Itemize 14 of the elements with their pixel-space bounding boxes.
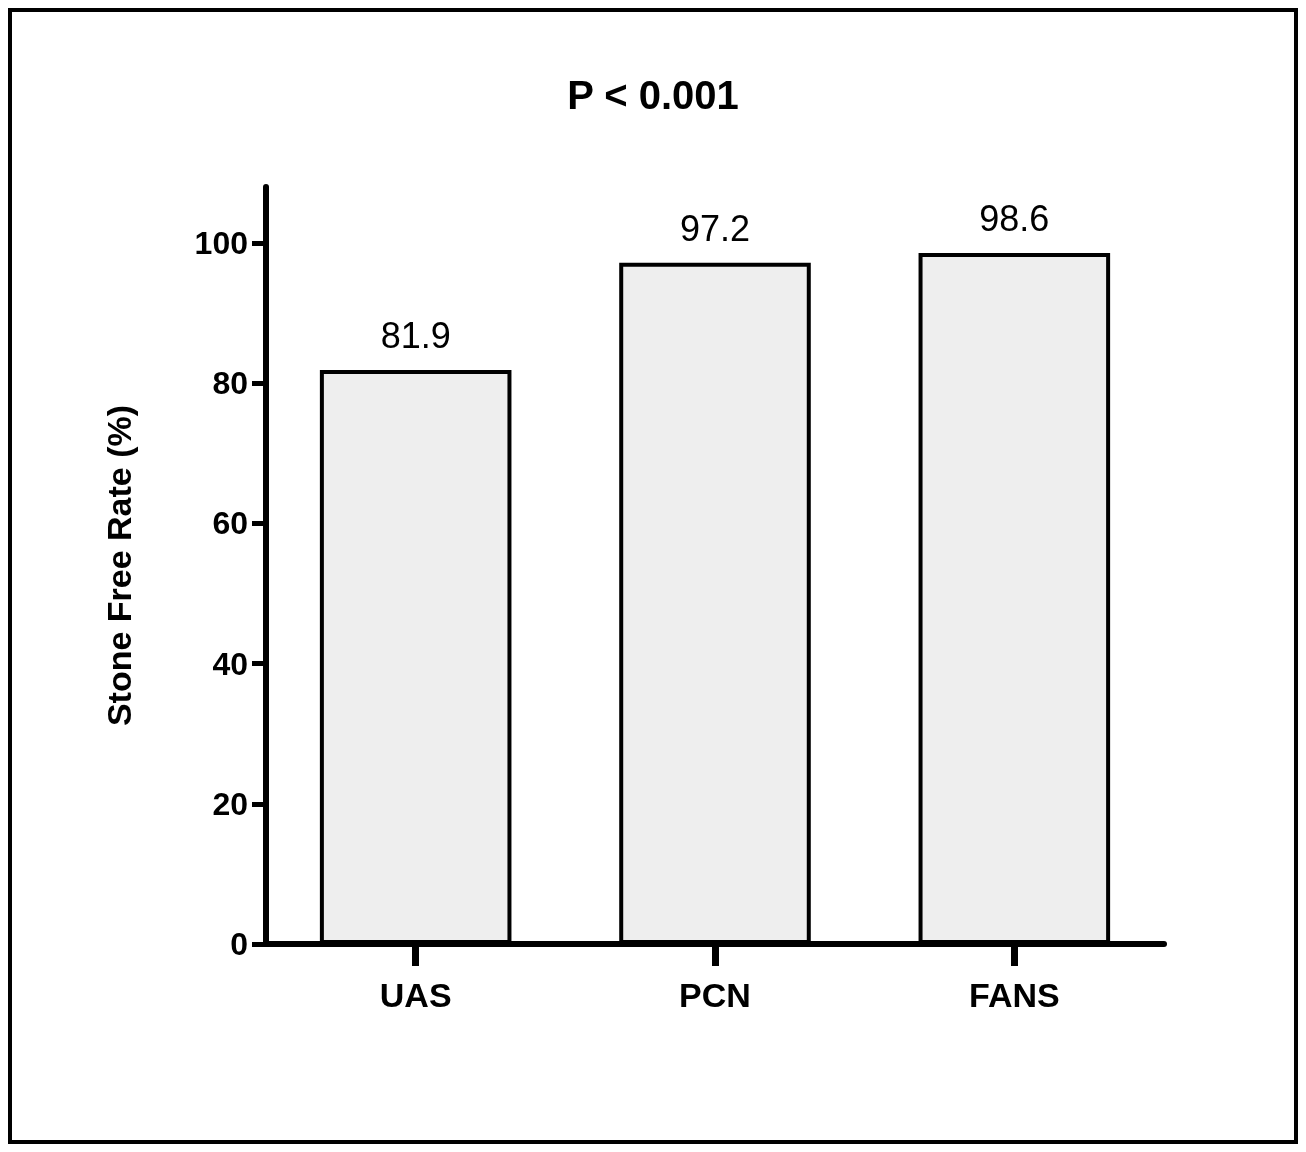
x-tick-label: FANS	[968, 976, 1060, 1014]
y-tick-label: 20	[212, 785, 248, 822]
x-tick-label: UAS	[379, 976, 452, 1014]
data-label: 97.2	[679, 208, 751, 250]
data-label: 98.6	[979, 198, 1050, 240]
x-tick-label: PCN	[679, 976, 751, 1014]
data-label: 81.9	[380, 315, 451, 357]
chart-title: P < 0.001	[567, 73, 739, 117]
y-axis-title: Stone Free Rate (%)	[100, 404, 138, 727]
y-tick-label: 40	[212, 645, 248, 682]
y-tick-label: 80	[212, 365, 248, 402]
y-tick-label: 0	[230, 926, 248, 962]
y-tick-label: 60	[212, 505, 248, 542]
y-tick-label: 100	[194, 225, 248, 262]
